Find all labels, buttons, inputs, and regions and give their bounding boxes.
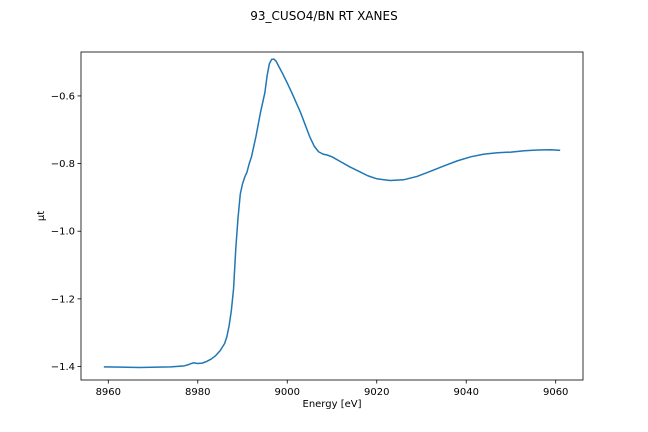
y-tick-label: −1.0 — [51, 227, 75, 238]
y-axis-ticks: −1.4 −1.2 −1.0 −0.8 −0.6 — [51, 91, 81, 373]
y-tick-label: −1.4 — [51, 362, 75, 373]
series-line-0 — [103, 58, 561, 369]
axes-frame — [80, 51, 584, 381]
x-axis-label: Energy [eV] — [303, 399, 362, 410]
y-axis-label: μt — [36, 211, 47, 221]
y-tick-label: −0.8 — [51, 159, 75, 170]
x-axis-ticks: 8960 8980 9000 9020 9040 9060 — [96, 380, 568, 398]
chart-title: 93_CUSO4/BN RT XANES — [250, 9, 397, 23]
y-tick-label: −0.6 — [51, 91, 75, 102]
x-tick-label: 9040 — [453, 387, 478, 398]
x-tick-label: 9060 — [543, 387, 568, 398]
x-tick-label: 8980 — [185, 387, 210, 398]
y-tick-label: −1.2 — [51, 294, 75, 305]
x-tick-label: 9000 — [275, 387, 300, 398]
plot-area — [103, 58, 561, 369]
x-tick-label: 8960 — [96, 387, 121, 398]
x-tick-label: 9020 — [364, 387, 389, 398]
